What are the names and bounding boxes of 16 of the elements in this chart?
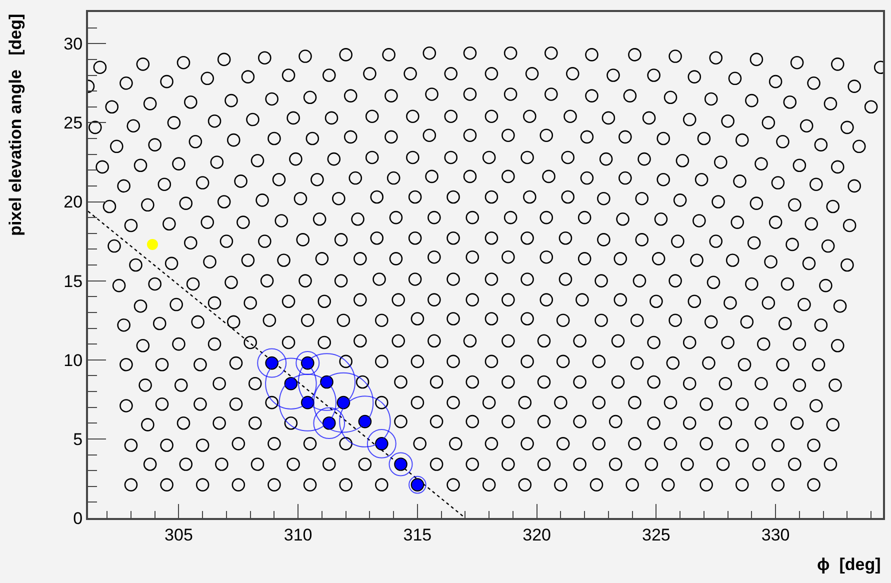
y-tick-label: 0 (73, 508, 83, 528)
x-tick-label: 325 (642, 525, 670, 544)
y-tick-label: 5 (73, 430, 83, 449)
x-tick-label: 305 (164, 525, 193, 544)
y-tick-label: 20 (64, 192, 83, 212)
y-tick-label: 25 (64, 114, 83, 133)
y-axis-title: pixel elevation angle [deg] (6, 14, 25, 236)
x-axis-title: ϕ [deg] (817, 555, 881, 574)
x-tick-label: 315 (403, 525, 432, 544)
point (146, 238, 158, 250)
y-tick-label: 30 (64, 34, 83, 54)
x-tick-label: 310 (284, 525, 312, 544)
y-tick-label: 10 (64, 350, 83, 370)
x-tick-label: 330 (761, 525, 790, 544)
x-tick-label: 320 (522, 525, 552, 544)
y-tick-label: 15 (64, 272, 83, 291)
